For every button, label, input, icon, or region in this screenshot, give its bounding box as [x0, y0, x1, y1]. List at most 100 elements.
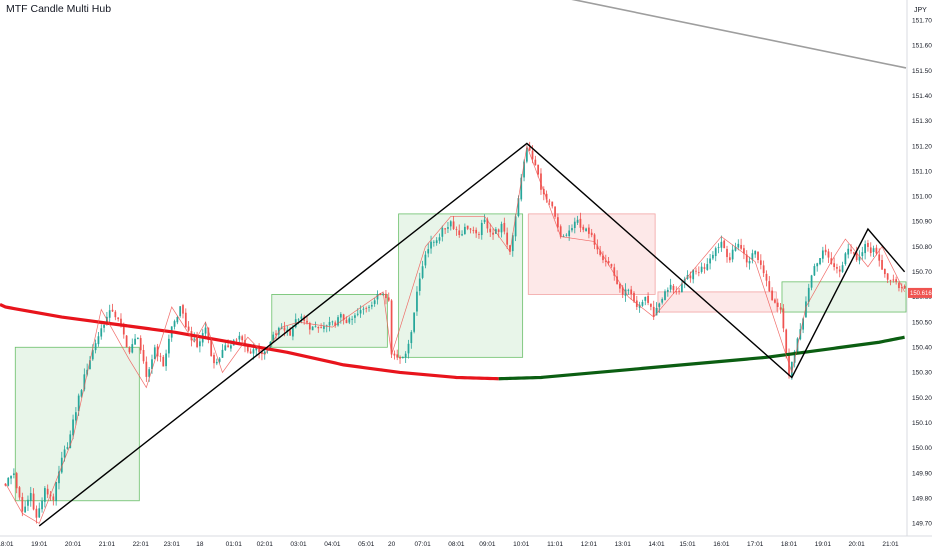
candle[interactable]	[199, 338, 201, 353]
candle[interactable]	[410, 330, 413, 349]
candle[interactable]	[480, 219, 483, 240]
candle[interactable]	[568, 225, 571, 241]
candle[interactable]	[703, 263, 706, 274]
candle[interactable]	[466, 225, 469, 231]
candle[interactable]	[776, 298, 779, 313]
candle[interactable]	[89, 356, 91, 370]
candle[interactable]	[275, 330, 277, 339]
candle[interactable]	[52, 493, 55, 506]
candle[interactable]	[218, 357, 221, 364]
candle[interactable]	[754, 250, 757, 258]
candle[interactable]	[153, 344, 156, 360]
candle[interactable]	[740, 238, 742, 251]
candle[interactable]	[483, 214, 486, 224]
candle[interactable]	[616, 270, 618, 285]
candle[interactable]	[179, 306, 182, 318]
candle[interactable]	[7, 477, 10, 487]
candle[interactable]	[117, 317, 120, 322]
candle[interactable]	[841, 261, 844, 273]
candle[interactable]	[452, 216, 455, 231]
candle[interactable]	[176, 315, 179, 325]
candle[interactable]	[867, 239, 869, 252]
candle[interactable]	[339, 312, 342, 324]
candle[interactable]	[664, 289, 666, 301]
candle[interactable]	[427, 242, 430, 258]
candle[interactable]	[838, 265, 841, 278]
candle[interactable]	[723, 239, 726, 249]
candle[interactable]	[861, 246, 864, 260]
candle[interactable]	[644, 296, 647, 306]
candle[interactable]	[728, 252, 731, 263]
candle[interactable]	[692, 269, 695, 284]
candle[interactable]	[858, 250, 861, 265]
candle[interactable]	[213, 352, 215, 369]
candle[interactable]	[43, 486, 46, 508]
candle[interactable]	[241, 334, 244, 344]
candle[interactable]	[898, 281, 900, 292]
candle[interactable]	[647, 292, 649, 306]
candle[interactable]	[55, 481, 58, 506]
candle[interactable]	[463, 223, 466, 235]
candle[interactable]	[706, 258, 709, 271]
candle[interactable]	[97, 332, 100, 347]
candle[interactable]	[100, 324, 103, 340]
candle[interactable]	[903, 284, 906, 289]
candle[interactable]	[444, 227, 447, 235]
candle[interactable]	[438, 233, 441, 244]
candle[interactable]	[695, 267, 697, 275]
candle[interactable]	[726, 245, 728, 263]
candle[interactable]	[373, 298, 376, 307]
candle[interactable]	[855, 246, 858, 262]
candle[interactable]	[272, 331, 275, 342]
candle[interactable]	[810, 274, 813, 291]
candle[interactable]	[852, 251, 855, 255]
candle[interactable]	[421, 260, 424, 280]
candle[interactable]	[821, 246, 824, 263]
candle[interactable]	[390, 299, 393, 358]
candle[interactable]	[165, 349, 167, 371]
candle[interactable]	[672, 284, 675, 294]
candle[interactable]	[892, 274, 895, 283]
candle[interactable]	[551, 201, 554, 209]
candle[interactable]	[145, 356, 148, 382]
candle[interactable]	[210, 338, 213, 357]
candle[interactable]	[182, 303, 184, 319]
candle[interactable]	[469, 228, 472, 234]
candle[interactable]	[376, 290, 379, 305]
candle[interactable]	[404, 351, 407, 364]
candle[interactable]	[579, 212, 582, 233]
candle[interactable]	[768, 276, 771, 292]
candle[interactable]	[534, 155, 537, 166]
candle[interactable]	[401, 356, 404, 359]
candle[interactable]	[697, 266, 700, 277]
candle[interactable]	[717, 243, 720, 254]
candle[interactable]	[472, 226, 475, 234]
candle[interactable]	[238, 331, 241, 345]
candle[interactable]	[666, 287, 669, 297]
candle[interactable]	[712, 251, 714, 261]
candle[interactable]	[762, 260, 765, 277]
candle[interactable]	[215, 358, 218, 366]
candle[interactable]	[328, 316, 331, 332]
candle[interactable]	[29, 486, 32, 507]
candle[interactable]	[590, 228, 593, 238]
candle[interactable]	[869, 242, 872, 257]
candle[interactable]	[21, 492, 24, 517]
candle[interactable]	[650, 303, 652, 311]
candle[interactable]	[771, 287, 773, 301]
candle[interactable]	[872, 245, 875, 257]
candle[interactable]	[895, 276, 898, 285]
candle[interactable]	[103, 323, 105, 333]
candle[interactable]	[368, 304, 370, 312]
candle[interactable]	[418, 272, 421, 296]
candle[interactable]	[413, 312, 416, 334]
candle[interactable]	[424, 251, 427, 269]
candle[interactable]	[900, 283, 903, 293]
time-axis[interactable]: 18:01 19:01 20:01 21:01 22:01 23:01 18 01:01 02:…	[0, 541, 899, 548]
candle[interactable]	[593, 233, 596, 250]
candle[interactable]	[731, 244, 734, 263]
price-axis[interactable]: 151.700 151.600 151.500 151.400 151.300 151.2…	[912, 17, 932, 527]
candle[interactable]	[300, 313, 303, 324]
candle[interactable]	[15, 471, 18, 494]
